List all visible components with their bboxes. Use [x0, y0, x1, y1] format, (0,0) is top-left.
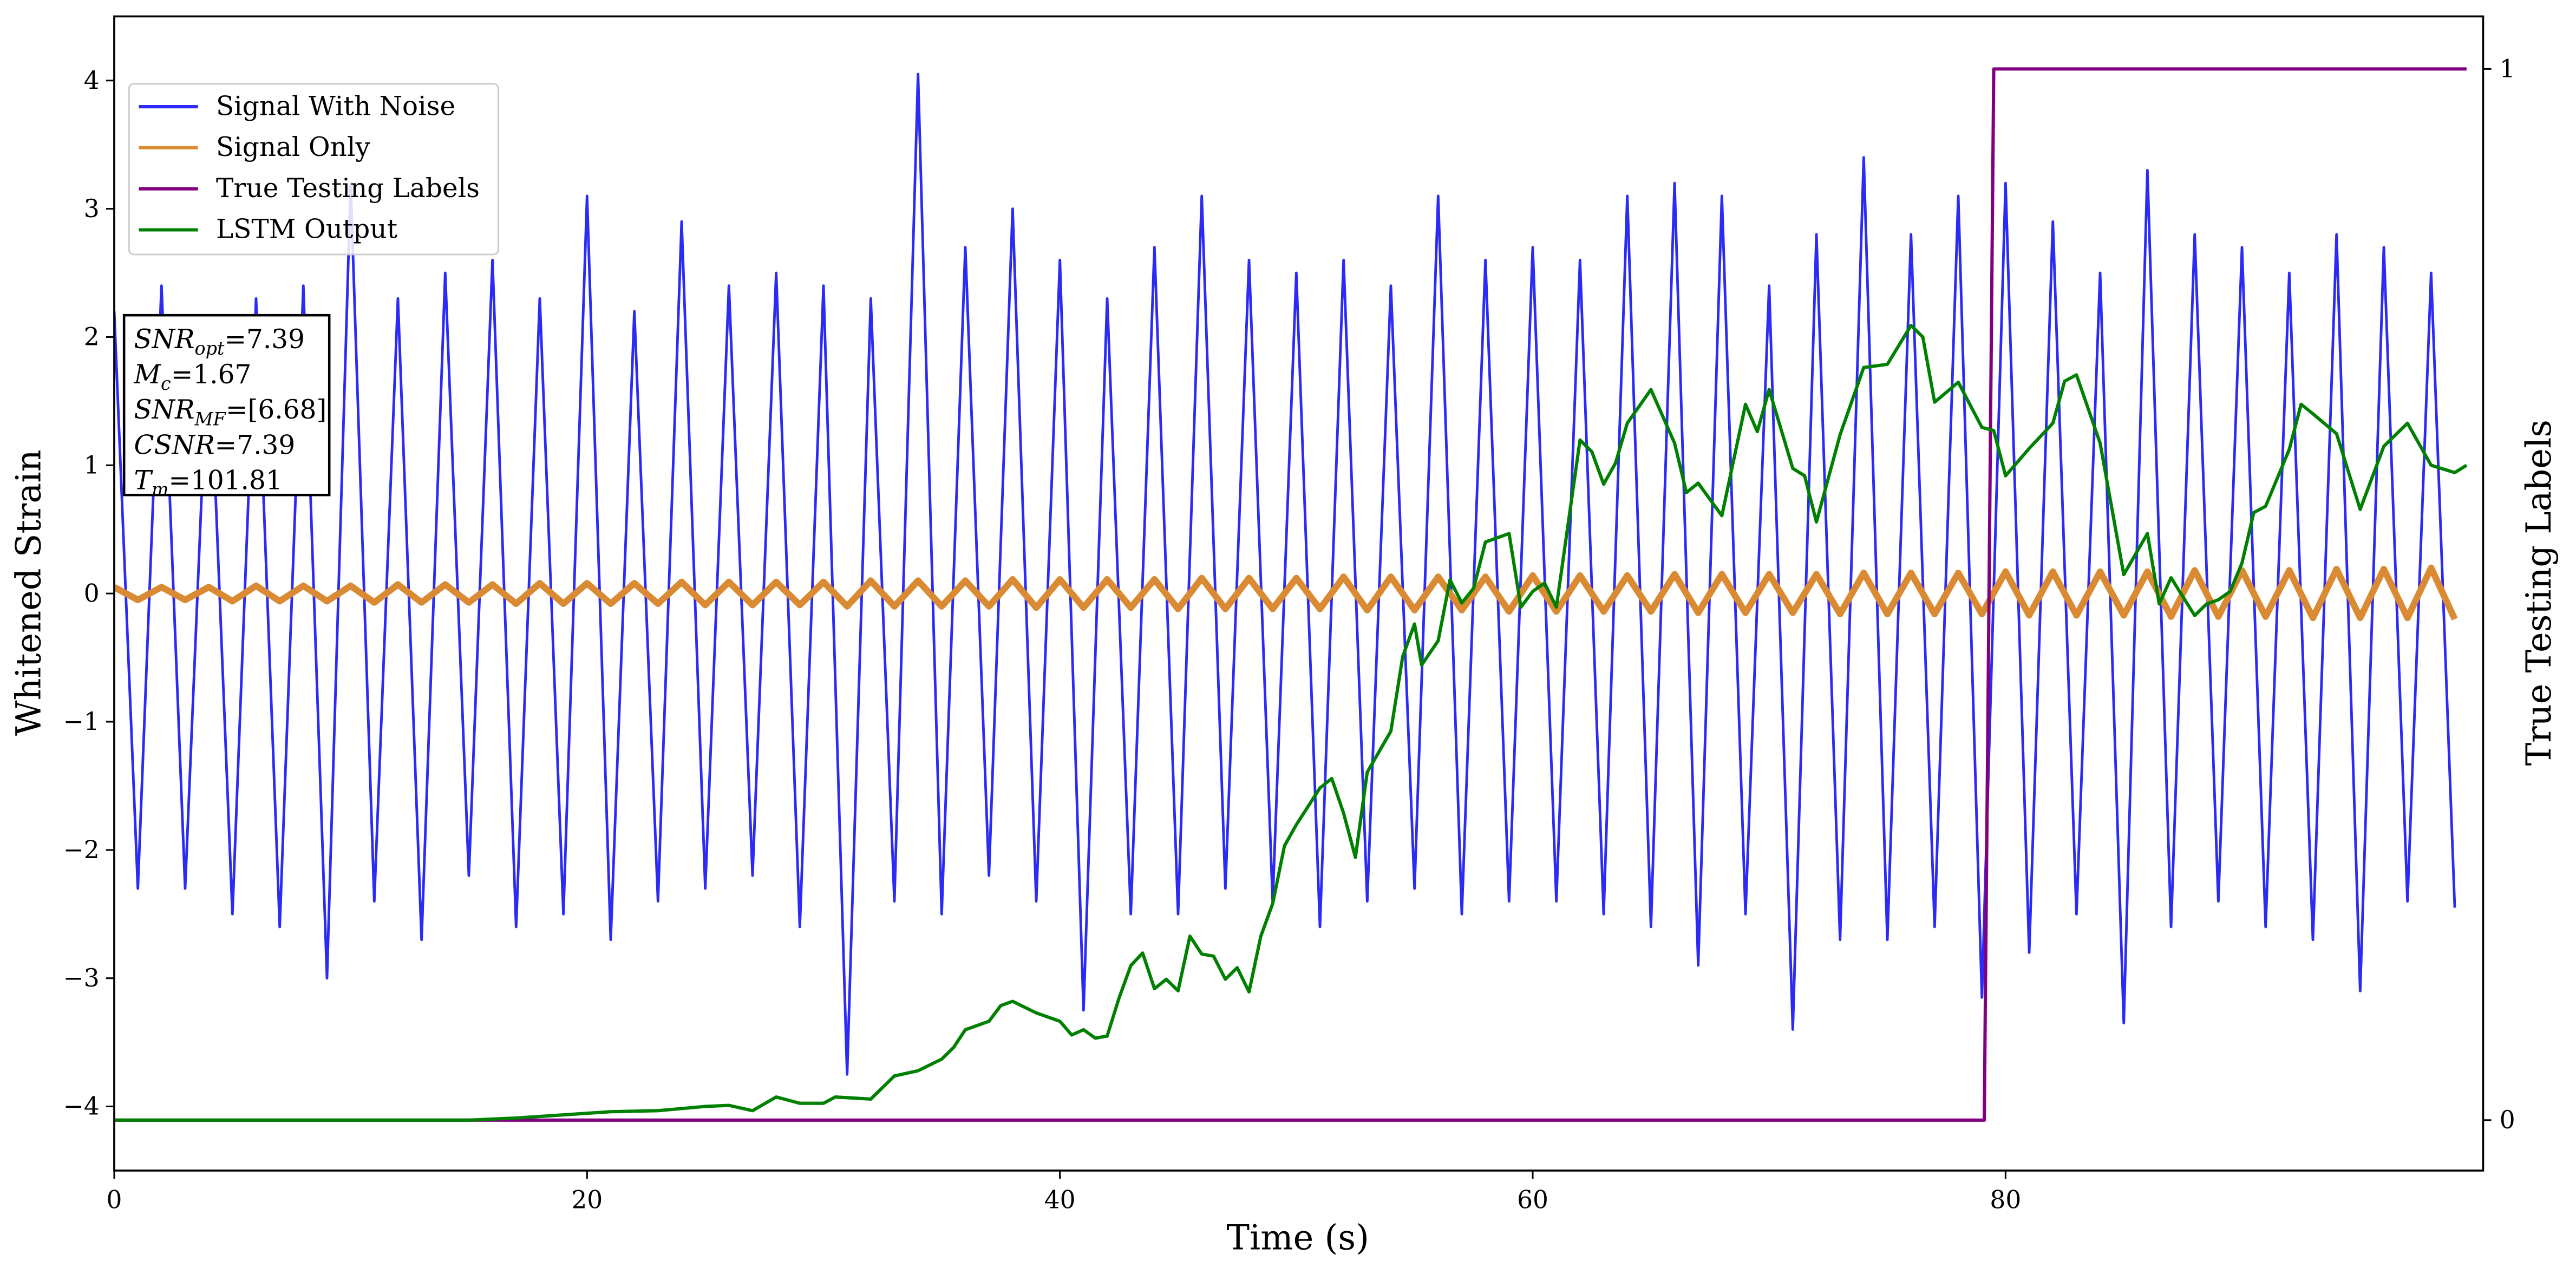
annotation-symbol: SNR	[134, 395, 194, 425]
annotation-text: Mc=1.67	[133, 360, 251, 394]
annotation-subscript: opt	[195, 338, 225, 359]
plot-lines	[114, 67, 2468, 1122]
annotation-value: =7.39	[224, 324, 305, 355]
annotation-text: SNRMF=[6.68]	[134, 395, 326, 429]
annotation-box	[122, 313, 331, 496]
annotation-value: =101.81	[168, 466, 282, 496]
x-tick-label: 60	[1517, 1186, 1548, 1214]
y-tick-label: 4	[84, 66, 100, 95]
x-tick-label: 20	[571, 1186, 603, 1214]
y-tick-label: 2	[84, 323, 100, 351]
annotation-symbol: T	[134, 466, 153, 496]
y2-tick-label: 0	[2500, 1106, 2515, 1134]
x-axis-label: Time (s)	[1226, 1218, 1369, 1258]
legend-label: Signal Only	[216, 132, 370, 162]
y2-axis-label: True Testing Labels	[2519, 420, 2559, 766]
annotation-symbol: CSNR	[134, 430, 214, 460]
legend-label: Signal With Noise	[216, 91, 455, 121]
x-tick-label: 40	[1044, 1186, 1076, 1214]
annotation-subscript: m	[152, 479, 169, 500]
annotation-value: =7.39	[215, 430, 296, 460]
annotation-text: SNRopt=7.39	[134, 324, 305, 359]
annotation-subscript: MF	[194, 408, 227, 429]
annotation-value: =1.67	[171, 360, 252, 390]
legend-label: LSTM Output	[216, 214, 398, 245]
y-axis-label: Whitened Strain	[9, 449, 49, 736]
x-tick-label: 0	[106, 1186, 122, 1214]
y-tick-label: 0	[84, 579, 100, 607]
legend: Signal With Noise Signal Only True Testing…	[128, 83, 500, 256]
y-tick-label: −4	[63, 1092, 100, 1121]
annotation-symbol: SNR	[134, 324, 194, 355]
legend-label: True Testing Labels	[216, 173, 480, 204]
annotation-text: Tm=101.81	[134, 466, 282, 500]
annotation-value: =[6.68]	[226, 395, 326, 425]
x-tick-label: 80	[1990, 1186, 2021, 1214]
series-line	[114, 564, 2458, 622]
legend-box	[128, 83, 500, 256]
series-line	[114, 324, 2468, 1122]
series-line	[114, 67, 2467, 1122]
annotation-subscript: c	[161, 373, 171, 394]
y2-tick-label: 1	[2500, 55, 2515, 83]
y-tick-label: −2	[63, 835, 100, 864]
annotation-text: CSNR=7.39	[134, 430, 295, 460]
annotation-symbol: M	[133, 360, 161, 390]
y-tick-label: −1	[63, 707, 100, 736]
annotation: SNRopt=7.39Mc=1.67SNRMF=[6.68]CSNR=7.39T…	[122, 313, 331, 500]
y-tick-label: 1	[84, 450, 100, 479]
y-tick-label: −3	[63, 964, 100, 992]
y-tick-label: 3	[84, 194, 100, 223]
